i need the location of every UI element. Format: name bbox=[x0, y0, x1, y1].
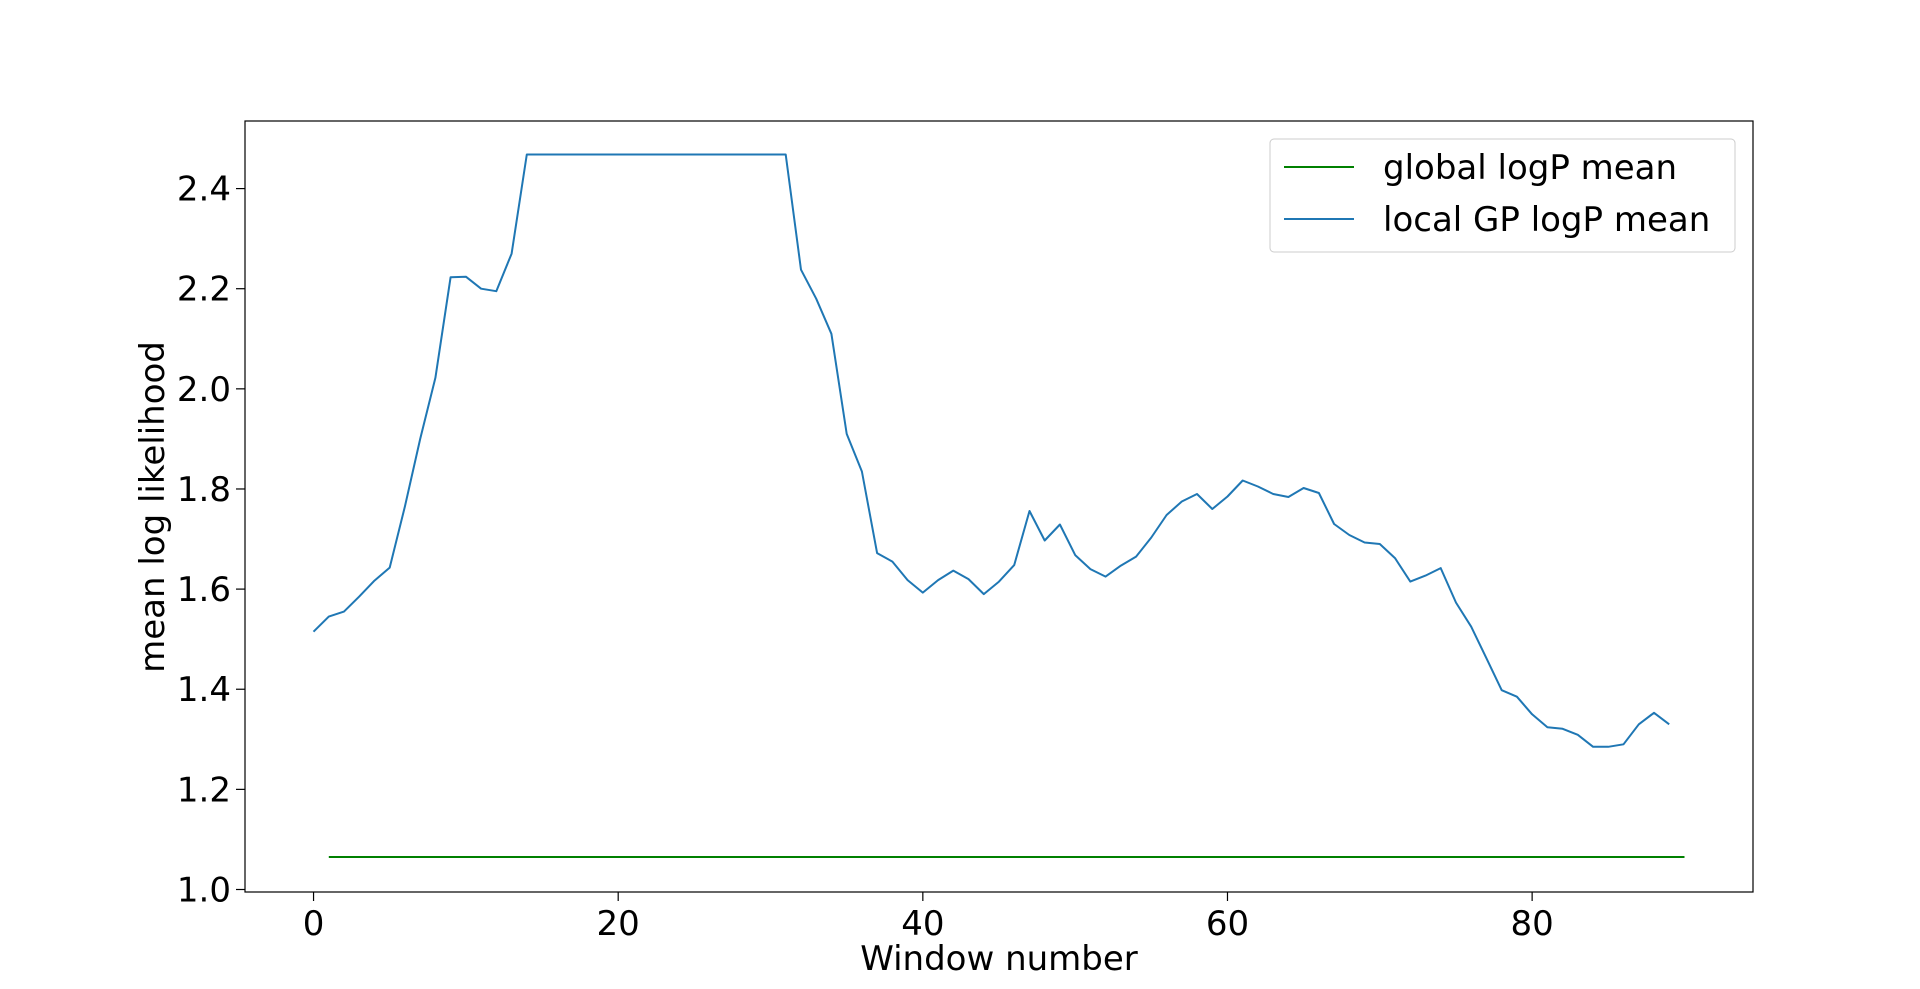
y-tick-label: 2.0 bbox=[177, 370, 231, 410]
x-axis-label: Window number bbox=[860, 939, 1138, 979]
legend-box bbox=[1269, 138, 1736, 253]
series-line-local-gp-logp-mean bbox=[312, 153, 1670, 748]
y-tick-label: 2.2 bbox=[177, 270, 231, 310]
x-tick-label: 0 bbox=[303, 904, 325, 944]
x-tick-label: 40 bbox=[901, 904, 944, 944]
y-tick-label: 2.4 bbox=[177, 170, 231, 210]
y-axis-ticks: 1.0 1.2 1.4 1.6 1.8 2.0 2.2 2.4 bbox=[177, 170, 245, 910]
y-tick-label: 1.2 bbox=[177, 770, 231, 810]
x-axis-ticks: 0 20 40 60 80 bbox=[303, 892, 1554, 944]
y-tick-label: 1.0 bbox=[177, 870, 231, 910]
legend-label-local-gp-logp-mean: local GP logP mean bbox=[1383, 200, 1710, 240]
legend-label-global-logp-mean: global logP mean bbox=[1383, 148, 1677, 188]
y-tick-label: 1.6 bbox=[177, 570, 231, 610]
y-axis-label: mean log likelihood bbox=[133, 341, 173, 673]
x-tick-label: 20 bbox=[597, 904, 640, 944]
y-tick-label: 1.4 bbox=[177, 670, 231, 710]
plot-frame bbox=[244, 120, 1754, 893]
plot-lines bbox=[312, 153, 1685, 858]
y-tick-label: 1.8 bbox=[177, 470, 231, 510]
x-tick-label: 60 bbox=[1206, 904, 1249, 944]
x-tick-label: 80 bbox=[1510, 904, 1553, 944]
legend: global logP mean local GP logP mean bbox=[1269, 138, 1736, 253]
